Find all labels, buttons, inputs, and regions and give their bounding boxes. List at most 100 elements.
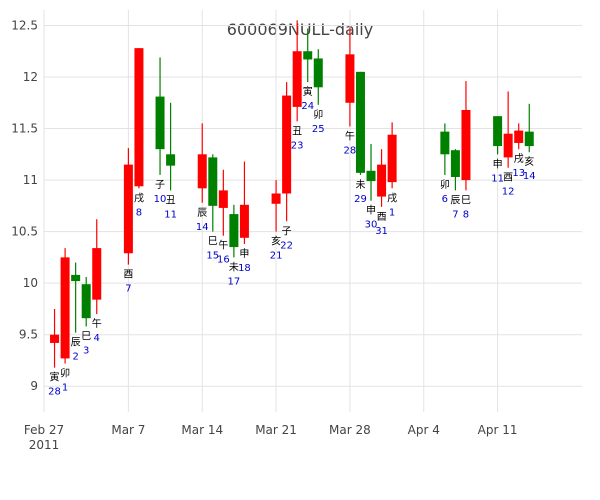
candle-branch-label: 丑 bbox=[292, 126, 302, 137]
candle-body bbox=[313, 58, 323, 88]
candle-body bbox=[387, 134, 397, 183]
candle-day-label: 1 bbox=[389, 207, 395, 218]
candle-day-label: 24 bbox=[301, 101, 314, 112]
candle-body bbox=[440, 131, 450, 155]
y-tick-label: 9.5 bbox=[19, 328, 38, 342]
candle-day-label: 28 bbox=[48, 387, 61, 398]
candle-day-label: 29 bbox=[354, 194, 367, 205]
candle-body bbox=[450, 150, 460, 177]
candle-day-label: 15 bbox=[206, 251, 219, 262]
candle-branch-label: 戌 bbox=[514, 152, 524, 165]
candle-branch-label: 戌 bbox=[387, 191, 397, 204]
candle-branch-label: 辰 bbox=[71, 337, 81, 349]
candle-body bbox=[366, 170, 376, 182]
candle-day-label: 28 bbox=[344, 145, 357, 156]
candle-branch-label: 子 bbox=[155, 179, 165, 191]
y-tick-label: 10.5 bbox=[11, 225, 38, 239]
candle-day-label: 7 bbox=[125, 284, 131, 295]
candle-branch-label: 午 bbox=[218, 239, 228, 252]
candle-body bbox=[71, 274, 81, 282]
candle-body bbox=[355, 71, 365, 173]
candle-body bbox=[60, 257, 70, 359]
candle-body bbox=[303, 51, 313, 60]
candle-branch-label: 卯 bbox=[440, 179, 450, 191]
candle-body bbox=[134, 48, 144, 187]
y-tick-label: 10 bbox=[23, 276, 38, 290]
candle-branch-label: 亥 bbox=[271, 235, 281, 248]
candle-body bbox=[461, 109, 471, 181]
candle-body bbox=[123, 164, 133, 254]
candle-day-label: 8 bbox=[463, 209, 469, 220]
candle-day-label: 31 bbox=[375, 226, 388, 237]
candle-day-label: 21 bbox=[270, 251, 283, 262]
candle-day-label: 7 bbox=[452, 209, 458, 220]
candle-branch-label: 卯 bbox=[313, 109, 323, 121]
candle-day-label: 13 bbox=[512, 168, 525, 179]
candle-branch-label: 辰 bbox=[450, 194, 460, 206]
candle-body bbox=[271, 193, 281, 204]
candle-branch-label: 卯 bbox=[60, 368, 70, 380]
x-tick-label: Feb 27 bbox=[24, 423, 64, 437]
x-tick-label: Mar 28 bbox=[329, 423, 371, 437]
candle-branch-label: 丑 bbox=[166, 195, 176, 206]
candle-branch-label: 辰 bbox=[197, 207, 207, 219]
x-tick-label: Mar 21 bbox=[255, 423, 297, 437]
x-tick-label: Apr 11 bbox=[478, 423, 518, 437]
candle-day-label: 16 bbox=[217, 255, 230, 266]
candle-branch-label: 申 bbox=[239, 247, 249, 260]
candle-body bbox=[218, 190, 228, 208]
candle-day-label: 8 bbox=[136, 207, 142, 218]
candle-body bbox=[81, 284, 91, 319]
y-tick-label: 9 bbox=[30, 379, 38, 393]
candle-body bbox=[514, 130, 524, 143]
candle-body bbox=[493, 116, 503, 147]
candle-day-label: 2 bbox=[72, 352, 78, 363]
candle-branch-label: 申 bbox=[493, 157, 503, 170]
candle-body bbox=[239, 204, 249, 238]
candle-branch-label: 未 bbox=[355, 179, 365, 191]
candle-body bbox=[166, 154, 176, 166]
y-tick-label: 12 bbox=[23, 70, 38, 84]
x-tick-sublabel: 2011 bbox=[29, 438, 60, 452]
x-tick-label: Mar 14 bbox=[181, 423, 223, 437]
candle-body bbox=[229, 214, 239, 248]
candle-day-label: 10 bbox=[154, 194, 167, 205]
candle-day-label: 1 bbox=[62, 383, 68, 394]
candle-day-label: 25 bbox=[312, 124, 325, 135]
candle-body bbox=[50, 334, 60, 343]
candle-branch-label: 巳 bbox=[81, 330, 91, 342]
candle-day-label: 12 bbox=[502, 187, 515, 198]
candle-branch-label: 酉 bbox=[503, 173, 513, 184]
candle-day-label: 3 bbox=[83, 345, 89, 356]
candle-branch-label: 寅 bbox=[50, 371, 60, 384]
candle-branch-label: 戌 bbox=[134, 191, 144, 204]
candle-day-label: 4 bbox=[94, 333, 100, 344]
candle-branch-label: 亥 bbox=[524, 155, 534, 168]
candle-branch-label: 酉 bbox=[377, 212, 387, 223]
candle-branch-label: 子 bbox=[282, 225, 292, 237]
candle-branch-label: 午 bbox=[92, 317, 102, 330]
candle-branch-label: 未 bbox=[229, 261, 239, 273]
candle-body bbox=[155, 96, 165, 150]
candle-day-label: 11 bbox=[491, 173, 504, 184]
candle-day-label: 18 bbox=[238, 263, 251, 274]
candle-body bbox=[377, 164, 387, 197]
candle-body bbox=[208, 157, 218, 206]
candle-branch-label: 午 bbox=[345, 129, 355, 142]
candle-day-label: 23 bbox=[291, 140, 304, 151]
candle-body bbox=[197, 154, 207, 189]
candle-branch-label: 申 bbox=[366, 204, 376, 217]
candle-day-label: 11 bbox=[164, 209, 177, 220]
x-tick-label: Mar 7 bbox=[111, 423, 145, 437]
candle-body bbox=[282, 95, 292, 194]
y-tick-label: 11 bbox=[23, 173, 38, 187]
candle-branch-label: 巳 bbox=[208, 236, 218, 248]
candle-body bbox=[524, 131, 534, 147]
candle-body bbox=[503, 133, 513, 158]
candle-branch-label: 寅 bbox=[303, 85, 313, 98]
candle-body bbox=[92, 248, 102, 300]
chart-title: 600069NULL-daily bbox=[226, 20, 374, 39]
y-tick-label: 11.5 bbox=[11, 122, 38, 136]
candle-day-label: 30 bbox=[365, 220, 378, 231]
